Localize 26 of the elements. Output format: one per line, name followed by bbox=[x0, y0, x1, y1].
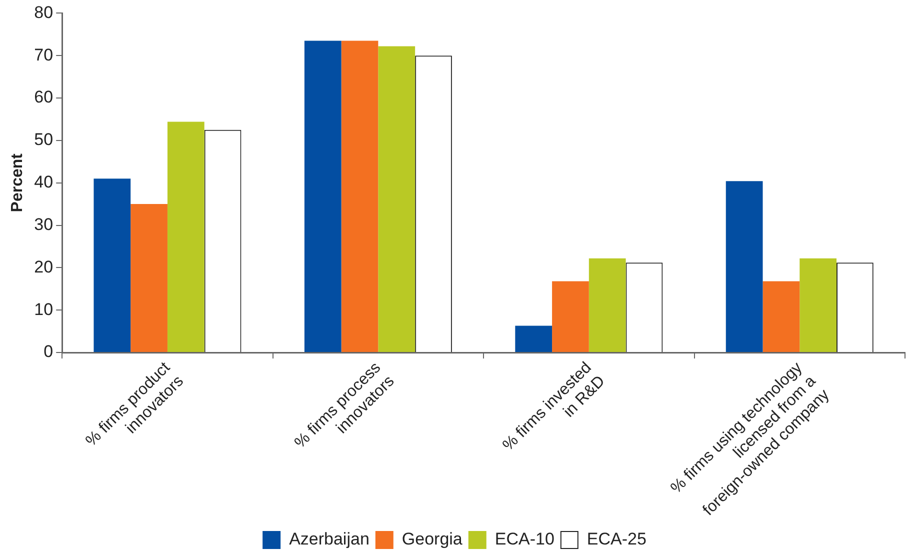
bar bbox=[94, 178, 131, 352]
y-tick-label: 30 bbox=[34, 214, 54, 234]
legend-label: ECA-25 bbox=[586, 530, 646, 549]
y-tick-label: 60 bbox=[34, 88, 54, 107]
y-tick-label: 80 bbox=[34, 2, 54, 22]
y-tick-label: 20 bbox=[34, 257, 54, 276]
bar bbox=[130, 204, 168, 352]
legend-label: ECA-10 bbox=[494, 530, 554, 549]
y-tick-label: 40 bbox=[34, 172, 54, 192]
legend-label: Georgia bbox=[402, 530, 463, 549]
bar bbox=[588, 258, 626, 352]
y-tick-label: 10 bbox=[34, 300, 54, 319]
bar bbox=[304, 40, 342, 352]
bar bbox=[378, 46, 416, 352]
bar bbox=[167, 122, 204, 352]
bar bbox=[800, 258, 837, 352]
bar bbox=[726, 181, 763, 352]
y-tick-label: 70 bbox=[34, 45, 54, 64]
y-axis-title: Percent bbox=[9, 152, 26, 212]
bar bbox=[552, 281, 589, 352]
bar bbox=[515, 326, 552, 352]
y-tick-label: 50 bbox=[34, 130, 54, 150]
bar bbox=[762, 281, 800, 352]
y-tick-label: 0 bbox=[44, 342, 54, 362]
legend-label: Azerbaijan bbox=[289, 530, 370, 549]
bar bbox=[341, 40, 378, 352]
